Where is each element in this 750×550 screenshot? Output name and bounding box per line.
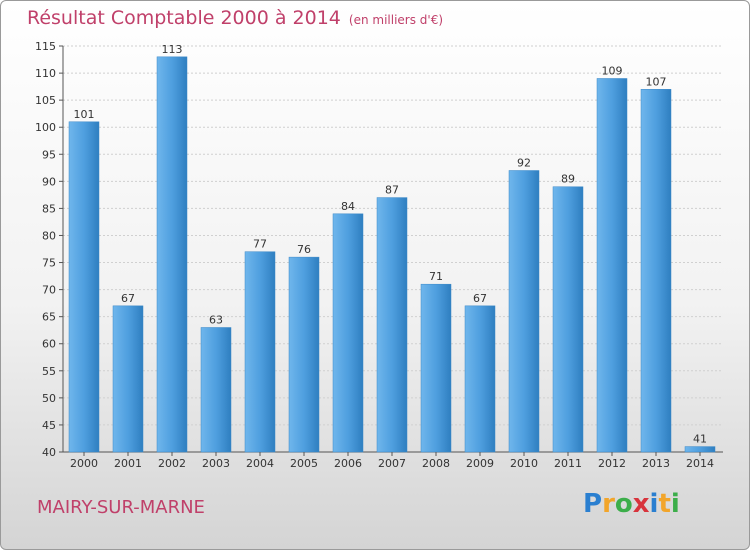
logo-letter: i [670, 489, 680, 519]
x-tick-label: 2001 [114, 457, 142, 470]
data-label: 109 [602, 64, 623, 77]
y-tick-label: 115 [35, 40, 56, 53]
y-tick-label: 45 [42, 419, 56, 432]
y-tick-label: 75 [42, 257, 56, 270]
location-name: MAIRY-SUR-MARNE [37, 497, 205, 518]
y-tick-label: 95 [42, 148, 56, 161]
y-tick-label: 110 [35, 67, 56, 80]
bar [288, 256, 320, 453]
data-label: 63 [209, 313, 223, 326]
data-label: 92 [517, 157, 531, 170]
bar [552, 186, 584, 453]
logo-letter: P [583, 489, 603, 519]
x-tick-label: 2012 [598, 457, 626, 470]
chart-title-text: Résultat Comptable 2000 à 2014 [27, 7, 341, 29]
x-tick-label: 2000 [70, 457, 98, 470]
y-tick-label: 50 [42, 392, 56, 405]
x-tick-label: 2014 [686, 457, 714, 470]
data-label: 113 [162, 43, 183, 56]
data-label: 107 [646, 75, 667, 88]
logo-letter: o [614, 489, 633, 519]
y-tick-label: 105 [35, 94, 56, 107]
data-label: 76 [297, 243, 311, 256]
x-tick-label: 2010 [510, 457, 538, 470]
x-tick-label: 2009 [466, 457, 494, 470]
y-tick-label: 55 [42, 365, 56, 378]
data-label: 89 [561, 173, 575, 186]
x-tick-label: 2003 [202, 457, 230, 470]
bar [68, 121, 100, 453]
bar [464, 305, 496, 453]
logo-letter: x [632, 489, 650, 519]
data-label: 71 [429, 270, 443, 283]
x-tick-label: 2006 [334, 457, 362, 470]
y-tick-label: 70 [42, 284, 56, 297]
x-tick-label: 2007 [378, 457, 406, 470]
x-tick-label: 2008 [422, 457, 450, 470]
x-tick-label: 2011 [554, 457, 582, 470]
x-tick-label: 2002 [158, 457, 186, 470]
y-tick-label: 90 [42, 175, 56, 188]
y-tick-label: 60 [42, 338, 56, 351]
x-tick-label: 2013 [642, 457, 670, 470]
bar [596, 78, 628, 453]
logo-letter: i [649, 489, 659, 519]
logo-letter: t [658, 489, 671, 519]
bar [684, 446, 716, 453]
bar [244, 251, 276, 453]
x-tick-label: 2004 [246, 457, 274, 470]
bar [420, 283, 452, 453]
bar [332, 213, 364, 453]
y-tick-label: 65 [42, 311, 56, 324]
proxiti-logo: Proxiti [583, 489, 680, 519]
chart-title-unit: (en milliers d'€) [348, 13, 444, 27]
data-label: 67 [121, 292, 135, 305]
y-tick-label: 100 [35, 121, 56, 134]
logo-letter: r [602, 489, 615, 519]
data-label: 77 [253, 238, 267, 251]
data-label: 87 [385, 184, 399, 197]
data-label: 101 [74, 108, 95, 121]
y-tick-label: 85 [42, 202, 56, 215]
y-tick-label: 40 [42, 446, 56, 459]
bar [112, 305, 144, 453]
bar [156, 56, 188, 453]
bar [200, 327, 232, 453]
bar [376, 197, 408, 453]
x-tick-label: 2005 [290, 457, 318, 470]
data-label: 84 [341, 200, 355, 213]
data-label: 41 [693, 433, 707, 446]
chart-title: Résultat Comptable 2000 à 2014 (en millie… [27, 7, 443, 29]
y-tick-label: 80 [42, 229, 56, 242]
data-label: 67 [473, 292, 487, 305]
bar [508, 170, 540, 453]
bar [640, 89, 672, 453]
